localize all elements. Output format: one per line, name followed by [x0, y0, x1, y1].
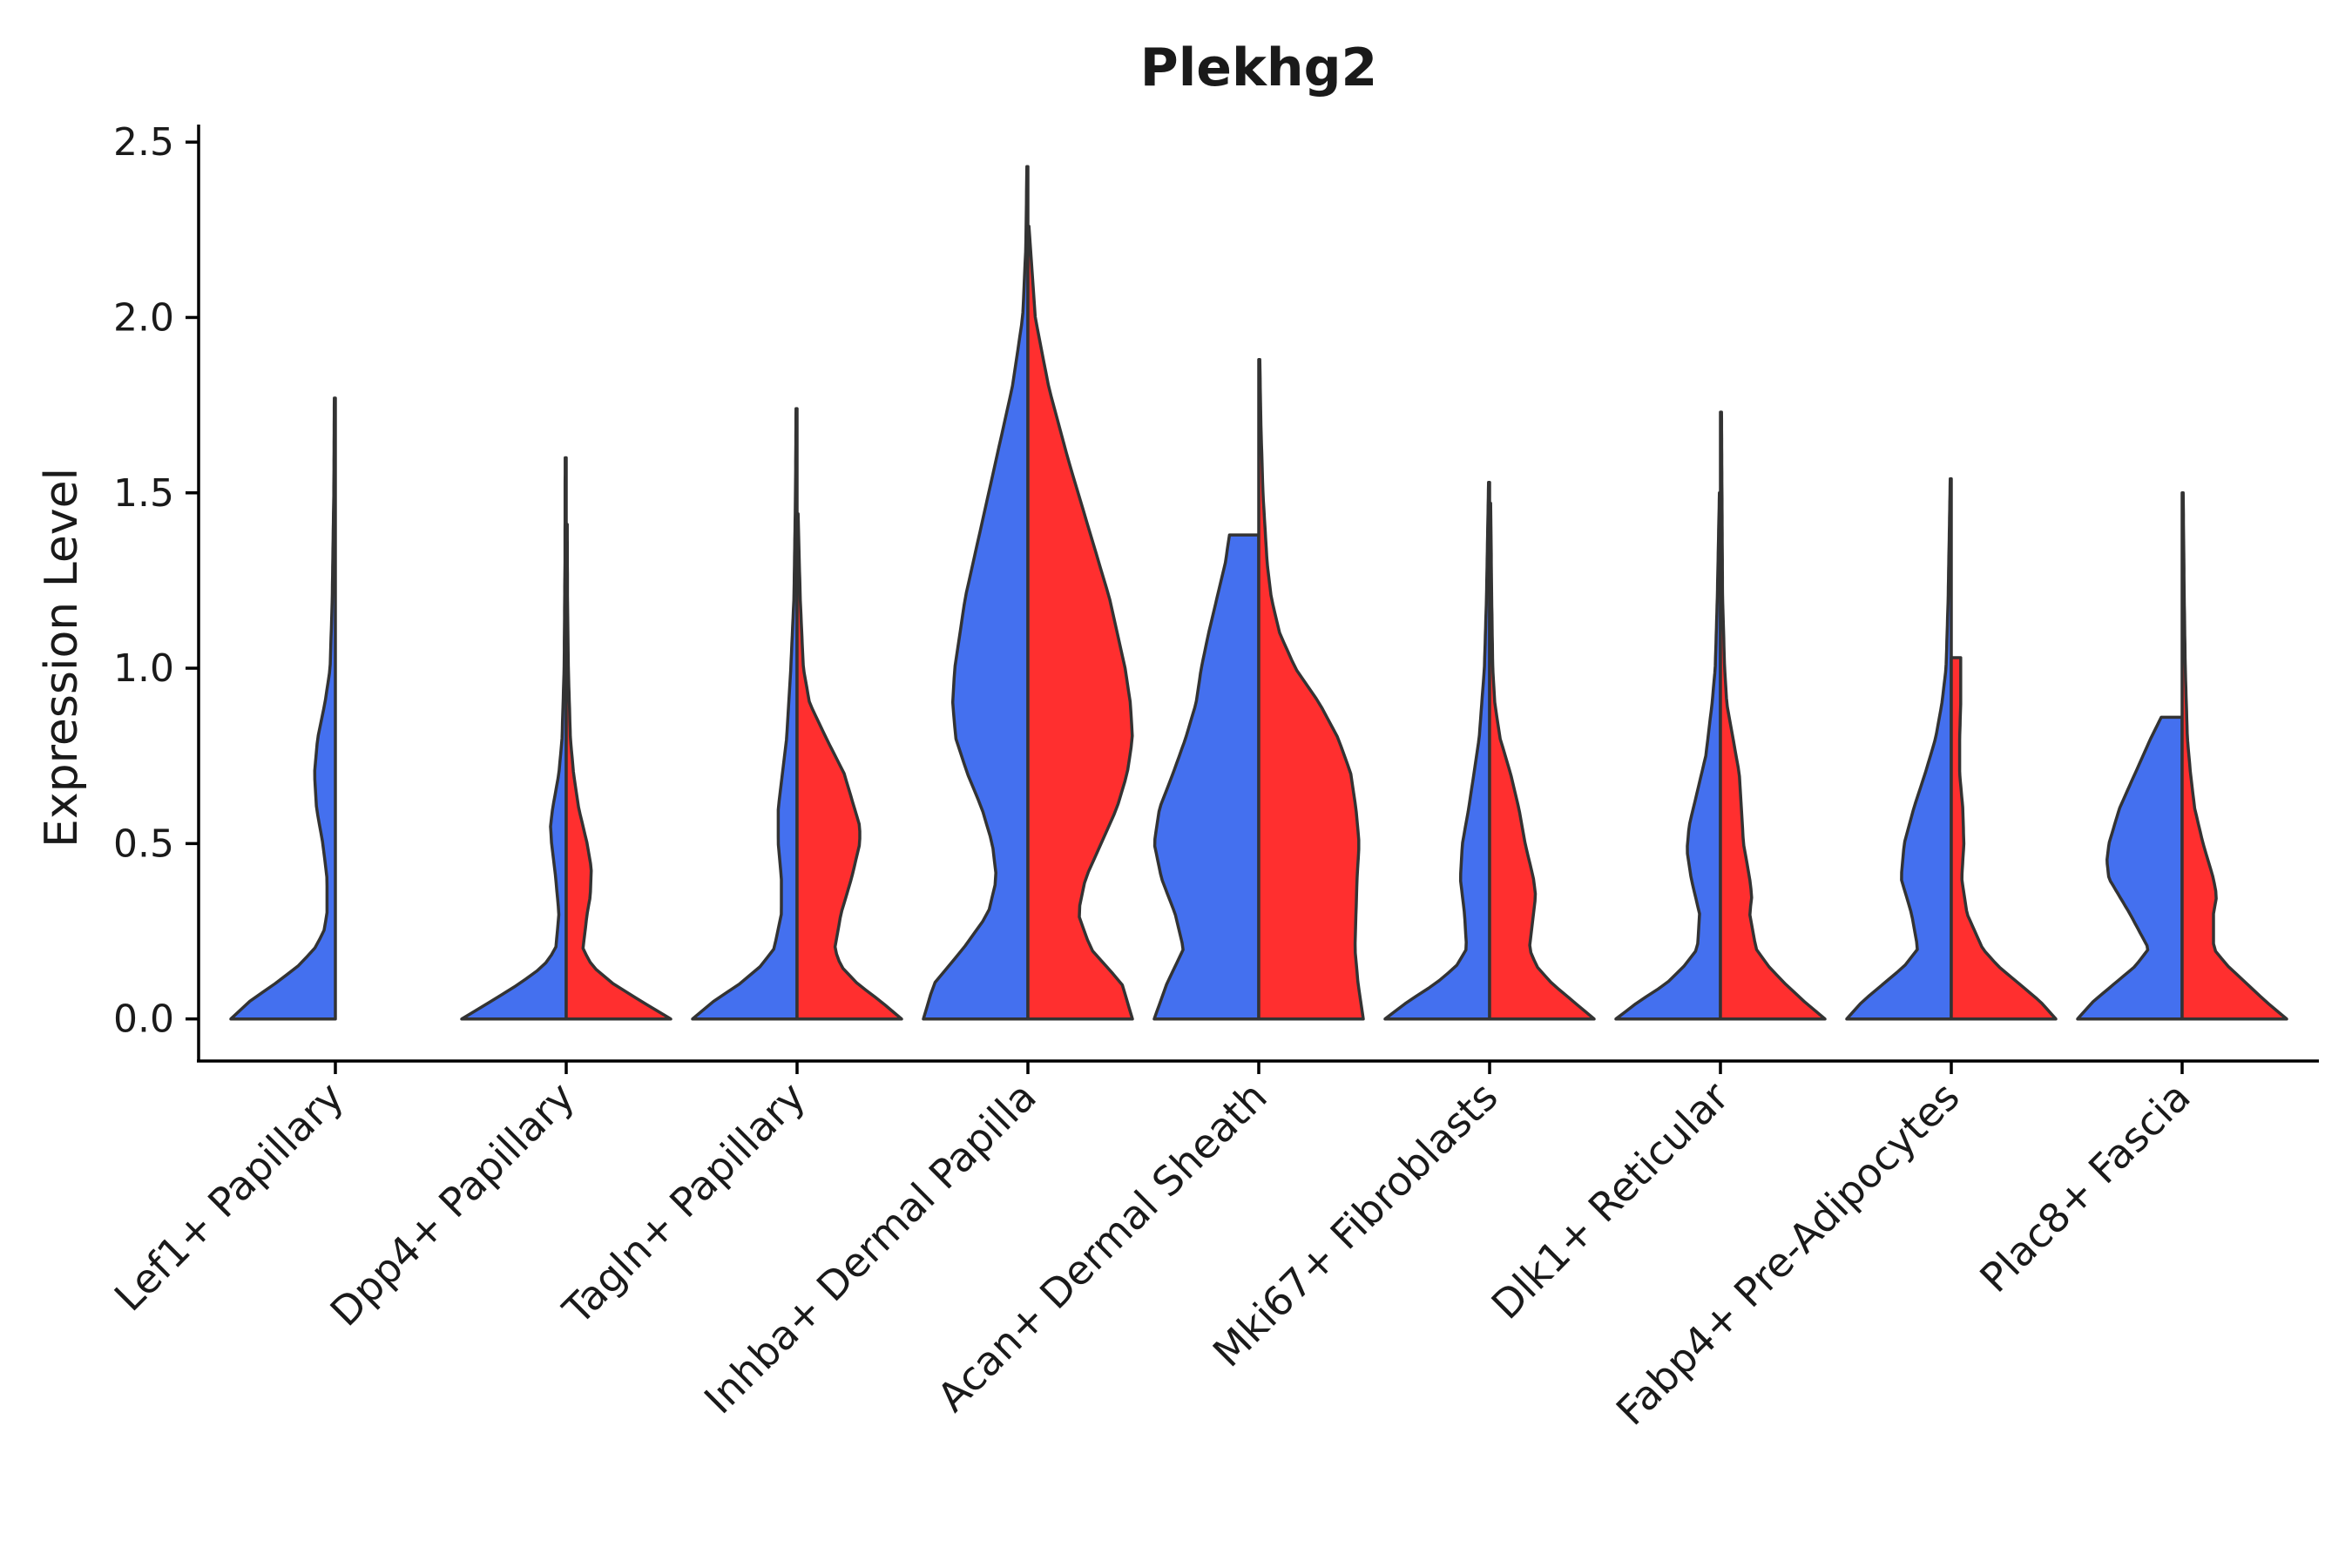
y-tick-label: 0.5	[113, 821, 174, 866]
violin-3-condition-2	[1026, 225, 1134, 1021]
violin-2-condition-1	[691, 407, 799, 1021]
y-tick-label: 1.0	[113, 646, 174, 691]
violin-6-condition-1	[1614, 491, 1722, 1021]
y-ticks: 0.0 0.5 1.0 1.5 2.0 2.5	[113, 120, 199, 1042]
x-tick-label: Plac8+ Fascia	[1970, 1073, 2199, 1301]
violin-4-condition-2	[1257, 358, 1365, 1021]
violin-2-condition-2	[795, 512, 903, 1021]
x-tick-label: Tagln+ Papillary	[553, 1073, 814, 1335]
violin-1-condition-2	[564, 523, 672, 1021]
violin-1-condition-1	[460, 456, 568, 1021]
y-tick-label: 0.0	[113, 997, 174, 1042]
violin-6-condition-2	[1719, 410, 1827, 1021]
violin-7-condition-1	[1845, 476, 1953, 1021]
y-tick-label: 2.5	[113, 120, 174, 165]
violin-5-condition-1	[1383, 480, 1491, 1021]
violin-0-condition-1	[229, 396, 337, 1021]
chart-title: Plekhg2	[1140, 37, 1378, 98]
violin-3-condition-1	[922, 165, 1030, 1021]
violin-5-condition-2	[1488, 502, 1596, 1021]
y-axis-label: Expression Level	[36, 468, 88, 848]
y-tick-label: 1.5	[113, 471, 174, 516]
y-tick-label: 2.0	[113, 295, 174, 340]
x-tick-label: Dpp4+ Papillary	[321, 1073, 584, 1335]
violin-8-condition-1	[2076, 715, 2184, 1021]
x-tick-label: Lef1+ Papillary	[105, 1073, 353, 1321]
violin-4-condition-1	[1152, 533, 1260, 1021]
x-tick-label: Dlk1+ Reticular	[1483, 1073, 1738, 1328]
violins-layer	[229, 165, 2288, 1021]
violin-8-condition-2	[2180, 491, 2288, 1021]
violin-7-condition-2	[1950, 656, 2058, 1021]
